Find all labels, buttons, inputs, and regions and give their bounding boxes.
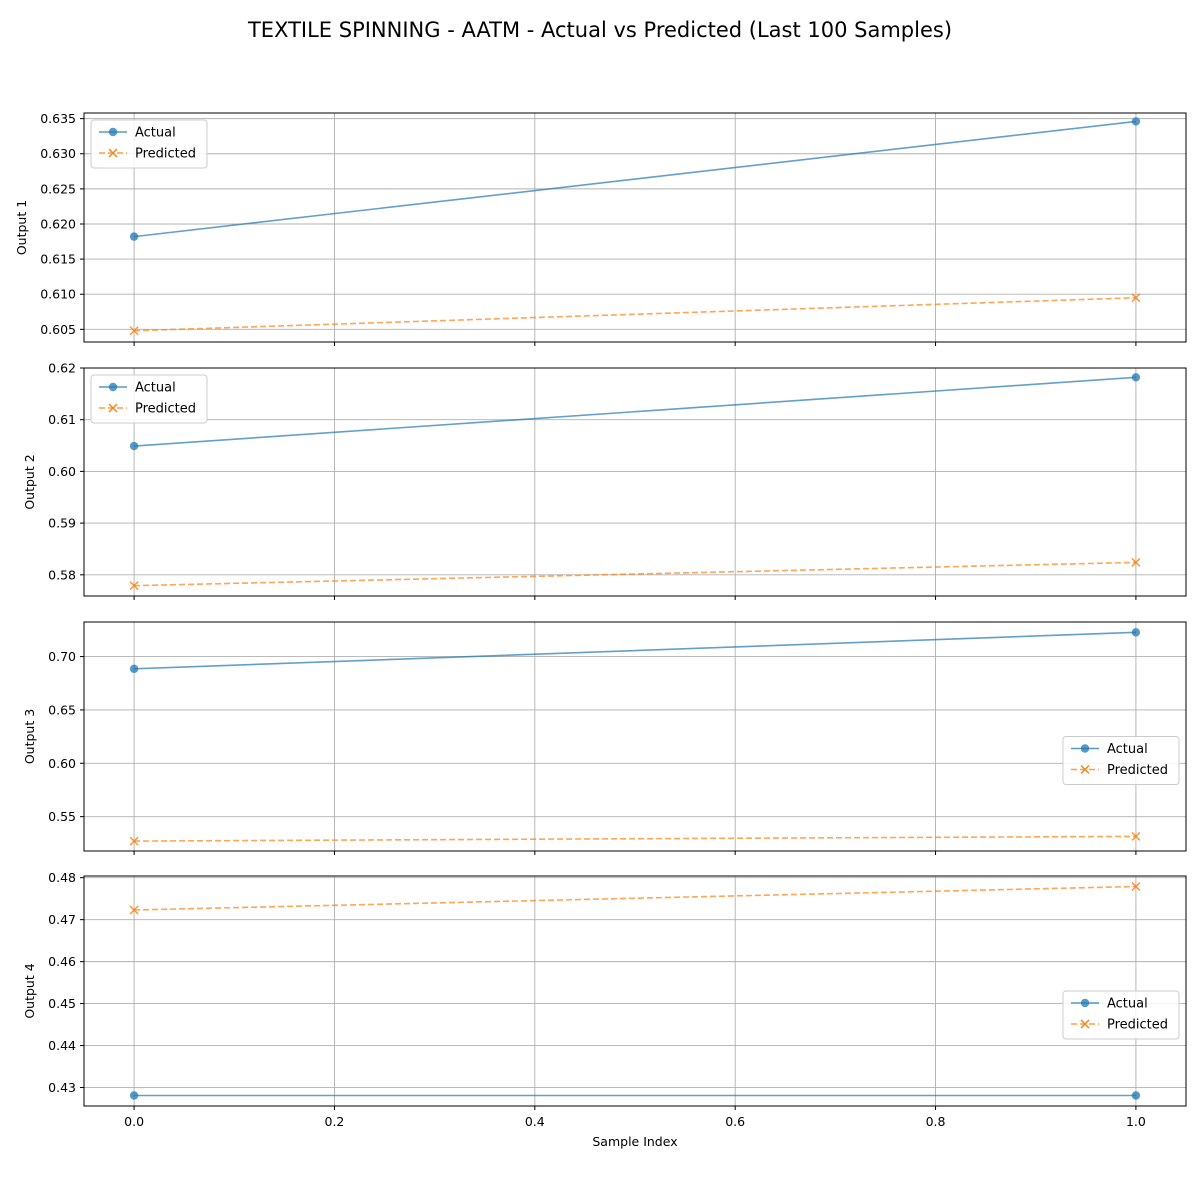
y-tick-label: 0.630 xyxy=(40,146,76,161)
legend-label: Actual xyxy=(135,381,176,396)
page-title: TEXTILE SPINNING - AATM - Actual vs Pred… xyxy=(247,18,953,42)
legend-marker xyxy=(1080,998,1090,1008)
y-tick-label: 0.70 xyxy=(48,649,76,664)
y-tick-label: 0.610 xyxy=(40,287,76,302)
legend-marker xyxy=(108,127,118,137)
legend-marker xyxy=(108,382,118,392)
y-axis-label: Output 2 xyxy=(22,454,37,509)
y-tick-label: 0.59 xyxy=(48,516,76,531)
y-axis-label: Output 3 xyxy=(22,709,37,764)
subplot-frame xyxy=(83,875,1187,1107)
predicted-point xyxy=(129,905,139,915)
subplot-frame xyxy=(83,367,1187,597)
actual-series-line xyxy=(134,631,1136,670)
predicted-point xyxy=(1131,881,1141,891)
actual-point xyxy=(1131,117,1141,126)
y-tick-label: 0.48 xyxy=(48,870,76,885)
legend-label: Actual xyxy=(1107,997,1148,1012)
legend-marker xyxy=(1080,744,1090,753)
x-tick-label: 0.2 xyxy=(325,1114,345,1129)
legend: Actual Predicted xyxy=(1062,736,1180,785)
y-tick-label: 0.605 xyxy=(40,322,76,337)
predicted-point xyxy=(129,326,139,336)
legend-label: Predicted xyxy=(1107,1018,1168,1033)
actual-point xyxy=(129,441,139,451)
x-tick-label: 0.0 xyxy=(124,1114,144,1129)
legend-label: Predicted xyxy=(135,402,196,417)
y-tick-label: 0.47 xyxy=(48,912,76,927)
x-tick-label: 0.6 xyxy=(725,1114,745,1129)
actual-series-line xyxy=(134,376,1136,447)
legend-label: Actual xyxy=(1107,742,1148,757)
y-axis-label: Output 1 xyxy=(14,200,29,255)
x-axis-label: Sample Index xyxy=(592,1134,677,1149)
predicted-series-line xyxy=(134,885,1136,911)
y-axis-label: Output 4 xyxy=(22,963,37,1018)
y-tick-label: 0.65 xyxy=(48,702,76,717)
subplot-3: 0.55 0.60 0.65 0.70 Output 3 Actual Predicted xyxy=(22,621,1187,855)
y-tick-label: 0.62 xyxy=(48,361,76,376)
legend-label: Predicted xyxy=(1107,763,1168,778)
predicted-point xyxy=(129,836,139,846)
y-tick-label: 0.61 xyxy=(48,412,76,427)
predicted-point xyxy=(1131,557,1141,567)
predicted-series-line xyxy=(134,561,1136,587)
x-tick-label: 0.8 xyxy=(926,1114,946,1129)
legend-marker xyxy=(108,148,118,158)
actual-point xyxy=(129,232,139,241)
legend: Actual Predicted xyxy=(90,119,208,169)
predicted-point xyxy=(1131,293,1141,303)
actual-series-line xyxy=(133,120,1137,238)
y-tick-label: 0.625 xyxy=(40,181,76,196)
legend-marker xyxy=(108,403,118,413)
y-tick-label: 0.60 xyxy=(48,756,76,771)
legend-marker xyxy=(1080,765,1090,774)
y-tick-label: 0.635 xyxy=(40,111,76,126)
predicted-series-line xyxy=(134,296,1136,332)
legend: Actual Predicted xyxy=(1062,990,1180,1040)
legend-label: Predicted xyxy=(135,147,196,162)
subplot-frame xyxy=(83,621,1187,852)
actual-point xyxy=(1131,628,1141,637)
legend-marker xyxy=(1080,1019,1090,1029)
subplot-4: 0.43 0.44 0.45 0.46 0.47 0.48 0.0 0.2 0.4 0.6 0.8 1… xyxy=(22,870,1187,1129)
actual-point xyxy=(1131,1091,1141,1100)
y-tick-label: 0.620 xyxy=(40,216,76,231)
subplot-frame xyxy=(83,112,1187,343)
x-tick-label: 0.4 xyxy=(525,1114,545,1129)
y-tick-label: 0.43 xyxy=(48,1080,76,1095)
predicted-point xyxy=(1131,831,1141,841)
actual-point xyxy=(1131,373,1141,382)
y-tick-label: 0.45 xyxy=(48,996,76,1011)
y-tick-label: 0.60 xyxy=(48,464,76,479)
subplot-1: 0.605 0.610 0.615 0.620 0.625 0.630 0.635 Outpu… xyxy=(14,111,1187,346)
y-tick-label: 0.55 xyxy=(48,809,76,824)
x-tick-label: 1.0 xyxy=(1126,1114,1146,1129)
legend: Actual Predicted xyxy=(90,374,208,424)
legend-label: Actual xyxy=(135,126,176,141)
subplot-2: 0.58 0.59 0.60 0.61 0.62 Output 2 Actual Predic… xyxy=(22,361,1187,600)
actual-point xyxy=(129,664,139,674)
y-tick-label: 0.44 xyxy=(48,1038,76,1053)
y-tick-label: 0.615 xyxy=(40,252,76,267)
y-tick-label: 0.58 xyxy=(48,567,76,582)
y-tick-label: 0.46 xyxy=(48,954,76,969)
predicted-series-line xyxy=(134,835,1136,842)
actual-point xyxy=(129,1091,139,1100)
predicted-point xyxy=(129,581,139,591)
